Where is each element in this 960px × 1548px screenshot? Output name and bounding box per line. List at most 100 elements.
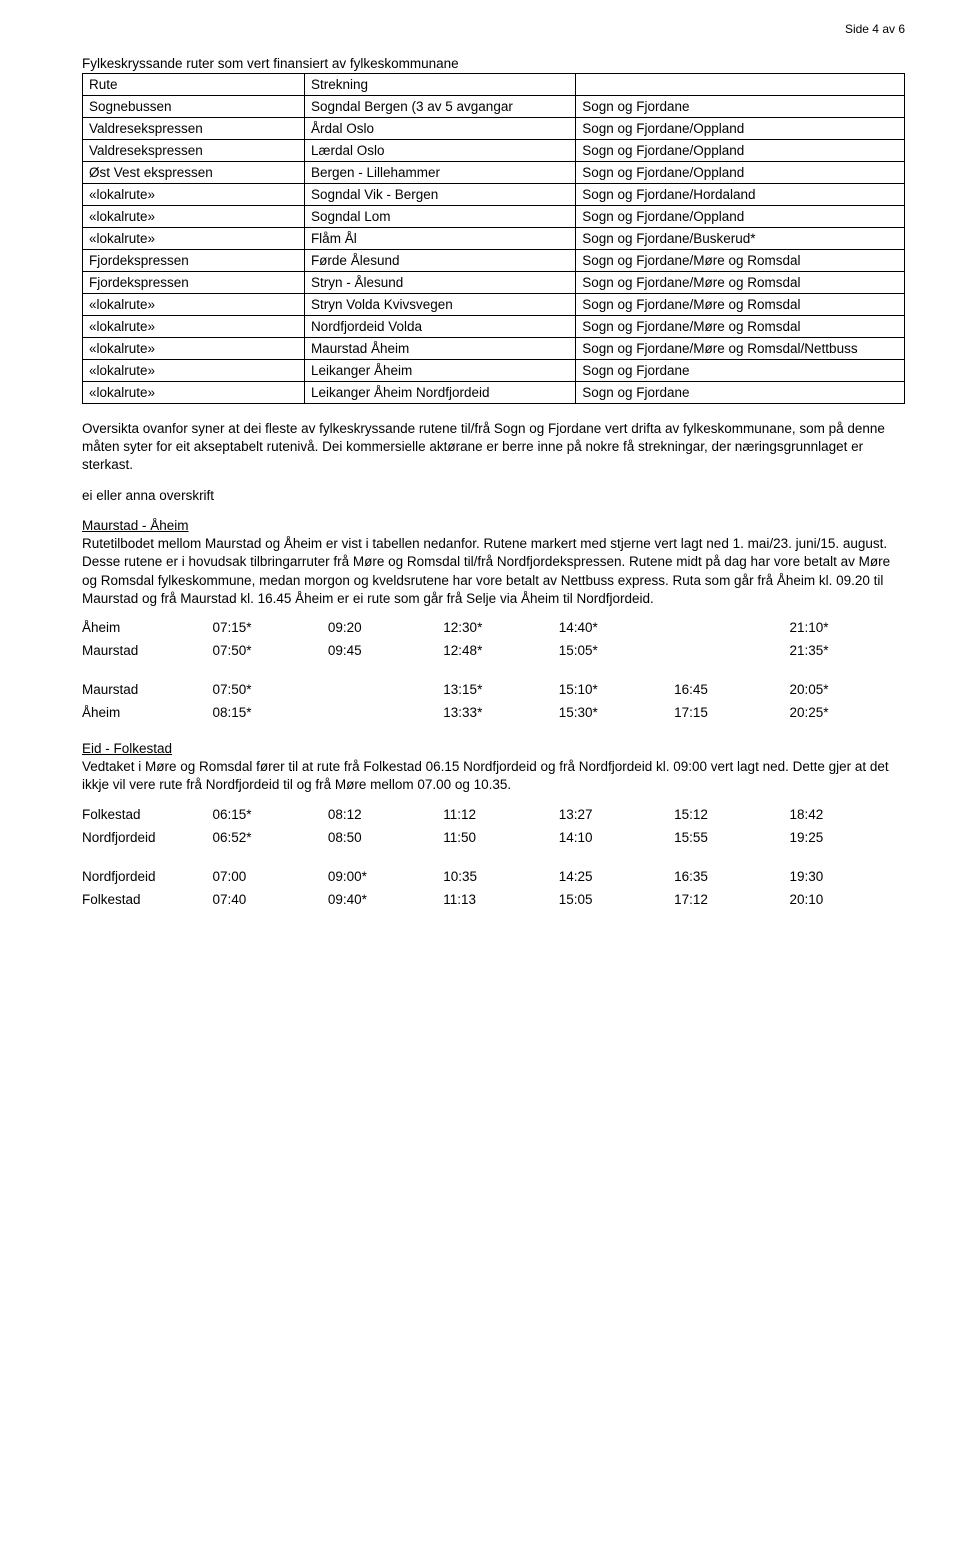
table-cell: «lokalrute» <box>83 294 305 316</box>
timetable-time: 12:48* <box>443 639 558 662</box>
table-cell: «lokalrute» <box>83 184 305 206</box>
timetable-time: 13:33* <box>443 701 558 724</box>
timetable-row: Maurstad07:50*13:15*15:10*16:4520:05* <box>82 678 905 701</box>
timetable-time: 14:25 <box>559 865 674 888</box>
timetable-time: 06:15* <box>212 803 327 826</box>
table-cell: Sogn og Fjordane/Møre og Romsdal <box>576 272 905 294</box>
table-cell: Sogn og Fjordane/Møre og Romsdal <box>576 294 905 316</box>
table-cell: Sogn og Fjordane/Oppland <box>576 118 905 140</box>
table-cell: Årdal Oslo <box>304 118 575 140</box>
table-cell: Sogn og Fjordane <box>576 360 905 382</box>
timetable-row: Folkestad07:4009:40*11:1315:0517:1220:10 <box>82 888 905 911</box>
timetable-time: 21:35* <box>790 639 906 662</box>
timetable-time <box>328 701 443 724</box>
timetable-label: Maurstad <box>82 639 212 662</box>
timetable-time: 07:15* <box>212 616 327 639</box>
timetable-time: 21:10* <box>790 616 906 639</box>
paragraph-eid-folkestad: Vedtaket i Møre og Romsdal fører til at … <box>82 759 889 792</box>
table-row: SognebussenSogndal Bergen (3 av 5 avgang… <box>83 96 905 118</box>
timetable-aheim-maurstad-out: Åheim07:15*09:2012:30*14:40*21:10*Maurst… <box>82 616 905 662</box>
table-row: «lokalrute»Sogndal LomSogn og Fjordane/O… <box>83 206 905 228</box>
timetable-label: Folkestad <box>82 803 212 826</box>
table-cell: Lærdal Oslo <box>304 140 575 162</box>
timetable-time: 15:05* <box>559 639 674 662</box>
table-cell: Sogndal Lom <box>304 206 575 228</box>
table-row: «lokalrute»Stryn Volda KvivsvegenSogn og… <box>83 294 905 316</box>
timetable-row: Åheim08:15*13:33*15:30*17:1520:25* <box>82 701 905 724</box>
timetable-row: Nordfjordeid07:0009:00*10:3514:2516:3519… <box>82 865 905 888</box>
table-cell: Sogn og Fjordane <box>576 96 905 118</box>
table-row: «lokalrute»Maurstad ÅheimSogn og Fjordan… <box>83 338 905 360</box>
table-cell: Flåm Ål <box>304 228 575 250</box>
timetable-time: 12:30* <box>443 616 558 639</box>
table-cell: Sogn og Fjordane/Oppland <box>576 140 905 162</box>
table-header-cell: Strekning <box>304 74 575 96</box>
table-cell: Sogndal Vik - Bergen <box>304 184 575 206</box>
table-cell: Sogn og Fjordane/Oppland <box>576 206 905 228</box>
timetable-time: 09:00* <box>328 865 443 888</box>
table-row: «lokalrute»Leikanger Åheim NordfjordeidS… <box>83 382 905 404</box>
timetable-label: Nordfjordeid <box>82 865 212 888</box>
timetable-time: 15:55 <box>674 826 789 849</box>
table-cell: Stryn Volda Kvivsvegen <box>304 294 575 316</box>
table-cell: Sogn og Fjordane/Møre og Romsdal <box>576 316 905 338</box>
timetable-time: 09:45 <box>328 639 443 662</box>
table-cell: Sognebussen <box>83 96 305 118</box>
timetable-folkestad-nordfjordeid-return: Nordfjordeid07:0009:00*10:3514:2516:3519… <box>82 865 905 911</box>
timetable-label: Nordfjordeid <box>82 826 212 849</box>
table-cell: Øst Vest ekspressen <box>83 162 305 184</box>
timetable-label: Folkestad <box>82 888 212 911</box>
table-cell: Valdresekspressen <box>83 140 305 162</box>
routes-table-title: Fylkeskryssande ruter som vert finansier… <box>82 56 905 71</box>
table-cell: Førde Ålesund <box>304 250 575 272</box>
table-cell: «lokalrute» <box>83 338 305 360</box>
timetable-time: 16:35 <box>674 865 789 888</box>
table-row: «lokalrute»Leikanger ÅheimSogn og Fjorda… <box>83 360 905 382</box>
table-row: FjordekspressenFørde ÅlesundSogn og Fjor… <box>83 250 905 272</box>
page-number: Side 4 av 6 <box>82 22 905 36</box>
paragraph-overview: Oversikta ovanfor syner at dei fleste av… <box>82 420 905 475</box>
table-header-cell <box>576 74 905 96</box>
timetable-label: Åheim <box>82 701 212 724</box>
timetable-time: 17:12 <box>674 888 789 911</box>
timetable-time: 19:25 <box>790 826 906 849</box>
heading-maurstad-aheim: Maurstad - Åheim <box>82 518 189 533</box>
timetable-label: Maurstad <box>82 678 212 701</box>
timetable-time <box>674 639 789 662</box>
timetable-time: 09:20 <box>328 616 443 639</box>
timetable-row: Nordfjordeid06:52*08:5011:5014:1015:5519… <box>82 826 905 849</box>
timetable-time: 07:50* <box>212 639 327 662</box>
timetable-time: 07:50* <box>212 678 327 701</box>
routes-table: RuteStrekningSognebussenSogndal Bergen (… <box>82 73 905 404</box>
table-cell: Bergen - Lillehammer <box>304 162 575 184</box>
table-row: ValdresekspressenÅrdal OsloSogn og Fjord… <box>83 118 905 140</box>
timetable-row: Folkestad06:15*08:1211:1213:2715:1218:42 <box>82 803 905 826</box>
table-row: «lokalrute»Flåm ÅlSogn og Fjordane/Buske… <box>83 228 905 250</box>
table-cell: Sogn og Fjordane/Møre og Romsdal <box>576 250 905 272</box>
table-cell: Leikanger Åheim <box>304 360 575 382</box>
table-cell: Fjordekspressen <box>83 272 305 294</box>
table-cell: Stryn - Ålesund <box>304 272 575 294</box>
timetable-time: 19:30 <box>790 865 906 888</box>
document-page: Side 4 av 6 Fylkeskryssande ruter som ve… <box>0 0 960 941</box>
timetable-time: 06:52* <box>212 826 327 849</box>
timetable-time: 11:13 <box>443 888 558 911</box>
timetable-time: 15:05 <box>559 888 674 911</box>
timetable-time: 11:12 <box>443 803 558 826</box>
section-eid-folkestad: Eid - Folkestad Vedtaket i Møre og Romsd… <box>82 740 905 795</box>
timetable-time: 11:50 <box>443 826 558 849</box>
timetable-time: 20:05* <box>790 678 906 701</box>
table-row: Øst Vest ekspressenBergen - LillehammerS… <box>83 162 905 184</box>
table-cell: «lokalrute» <box>83 382 305 404</box>
table-cell: Sogn og Fjordane/Hordaland <box>576 184 905 206</box>
table-cell: «lokalrute» <box>83 206 305 228</box>
timetable-aheim-maurstad-return: Maurstad07:50*13:15*15:10*16:4520:05*Åhe… <box>82 678 905 724</box>
table-cell: Sogn og Fjordane/Møre og Romsdal/Nettbus… <box>576 338 905 360</box>
table-cell: Sogn og Fjordane <box>576 382 905 404</box>
timetable-time: 20:10 <box>790 888 906 911</box>
table-row: ValdresekspressenLærdal OsloSogn og Fjor… <box>83 140 905 162</box>
timetable-time: 08:12 <box>328 803 443 826</box>
timetable-time: 13:27 <box>559 803 674 826</box>
table-cell: «lokalrute» <box>83 360 305 382</box>
table-cell: Leikanger Åheim Nordfjordeid <box>304 382 575 404</box>
